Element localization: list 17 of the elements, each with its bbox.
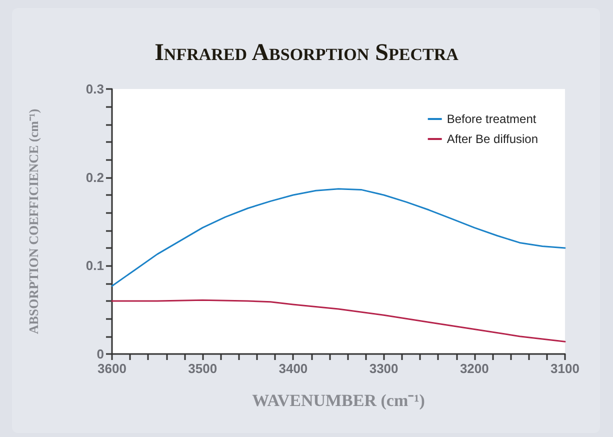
line-series [111, 188, 566, 287]
y-tick-label: 0.3 [86, 82, 104, 96]
legend-label: After Be diffusion [446, 132, 538, 146]
x-axis-title: WAVENUMBER (cm⁻¹) [252, 391, 425, 410]
y-tick-label: 0.2 [86, 170, 104, 185]
y-axis-title: ABSORPTION COEFFICIENCE (cm⁻¹) [26, 108, 41, 334]
x-tick-label: 3100 [550, 361, 580, 376]
x-tick-label: 3300 [369, 361, 398, 376]
y-tick-label: 0.1 [86, 258, 104, 274]
x-tick-label: 3400 [278, 361, 308, 376]
x-tick-label: 3600 [98, 361, 126, 376]
legend-label: Before treatment [446, 112, 537, 126]
line-series [111, 299, 566, 342]
x-tick-label: 3200 [460, 361, 489, 376]
y-tick-label: 0 [96, 346, 104, 362]
x-tick-label: 3500 [188, 361, 218, 376]
chart-title: Infrared Absorption Spectra [154, 40, 460, 67]
